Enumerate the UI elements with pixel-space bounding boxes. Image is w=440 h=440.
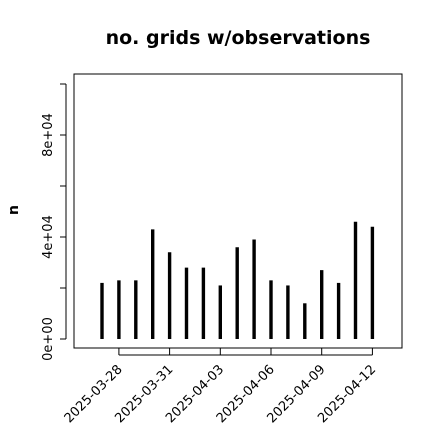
bars-group xyxy=(100,221,375,339)
x-axis: 2025-03-282025-03-312025-04-032025-04-06… xyxy=(62,348,379,426)
y-axis-label: n xyxy=(6,205,22,215)
y-tick-label: 0e+00 xyxy=(41,317,56,361)
plot-frame xyxy=(73,73,403,349)
chart-title: no. grids w/observations xyxy=(106,27,371,49)
y-tick-label: 8e+04 xyxy=(41,113,56,157)
y-axis: 0e+00 4e+04 8e+04 xyxy=(41,83,67,361)
y-tick-label: 4e+04 xyxy=(41,215,56,259)
